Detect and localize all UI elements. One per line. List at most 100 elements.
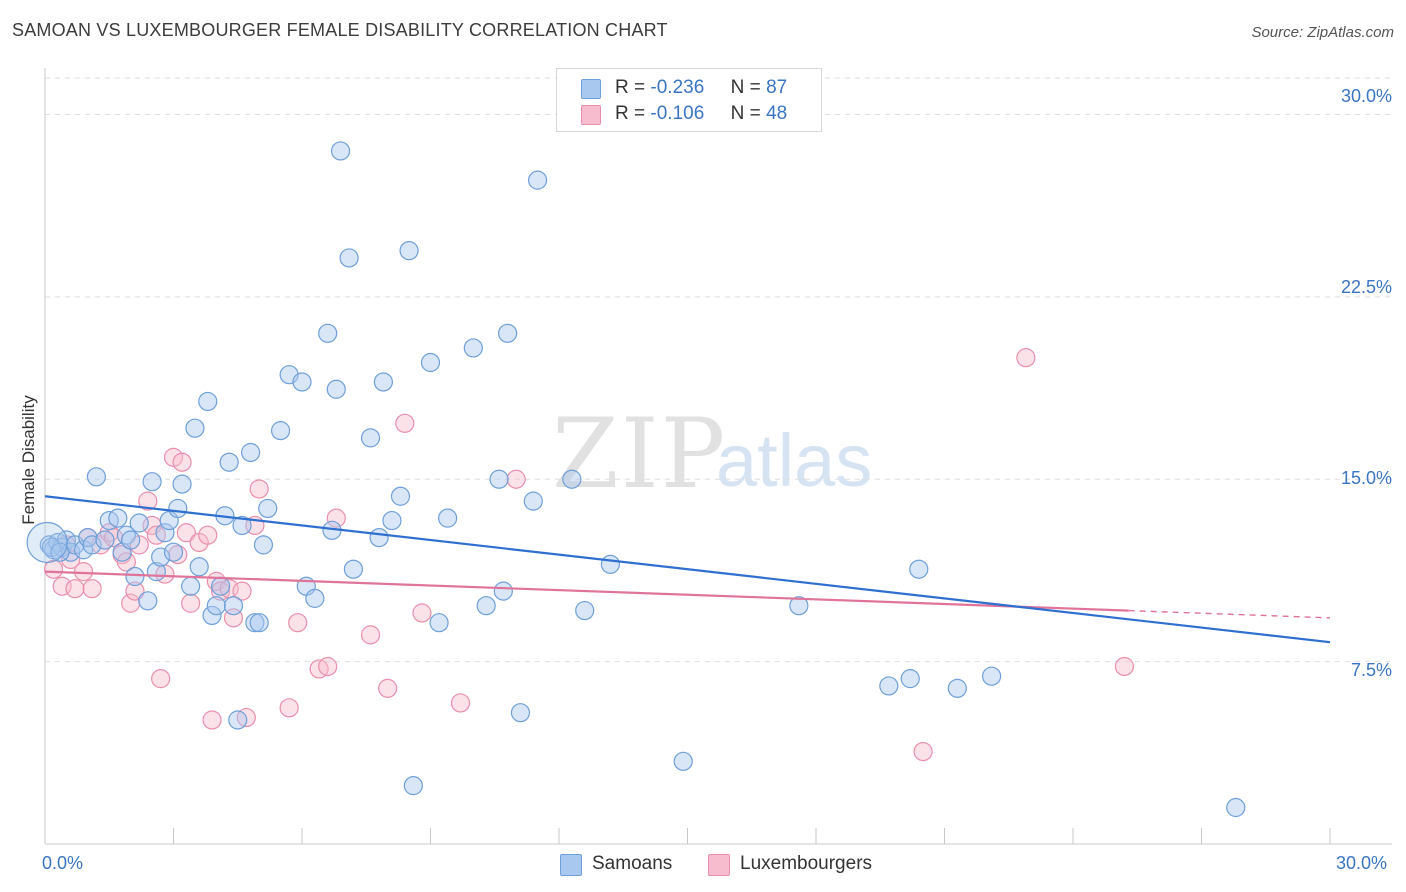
gridlines bbox=[45, 77, 1392, 663]
luxembourgers-legend-swatch bbox=[708, 854, 730, 876]
samoans-point bbox=[420, 352, 441, 373]
watermark-zip: ZIP bbox=[552, 398, 728, 510]
luxembourgers-point bbox=[65, 579, 85, 599]
luxembourgers-point bbox=[249, 479, 269, 499]
samoans-point bbox=[253, 535, 274, 555]
luxembourgers-point bbox=[198, 525, 218, 545]
samoans-point bbox=[95, 530, 115, 550]
luxembourgers-point bbox=[913, 741, 933, 762]
samoans-legend-label: Samoans bbox=[592, 853, 673, 874]
stats-legend: R = -0.236 N = 87 R = -0.106 N = 48 bbox=[556, 68, 822, 132]
samoans-point bbox=[151, 547, 171, 567]
samoans-point bbox=[476, 596, 496, 616]
samoans-point bbox=[108, 508, 128, 528]
luxembourgers-point bbox=[202, 710, 222, 730]
samoans-point bbox=[228, 710, 248, 730]
y-axis-label: Female Disability bbox=[19, 395, 38, 525]
samoans-point bbox=[463, 338, 483, 358]
samoans-legend-swatch bbox=[560, 854, 582, 876]
samoans-point bbox=[789, 596, 809, 616]
samoans-point bbox=[198, 391, 218, 412]
samoans-point bbox=[390, 486, 411, 506]
luxembourgers-point bbox=[326, 508, 346, 528]
y-tick-label-7-5: 7.5% bbox=[1350, 660, 1392, 680]
samoans-point bbox=[138, 591, 158, 611]
n-label: N = bbox=[730, 77, 761, 98]
luxembourgers-point bbox=[288, 613, 308, 633]
x-tick-label-min: 0.0% bbox=[42, 853, 84, 873]
samoans-point bbox=[330, 141, 351, 161]
samoans-point bbox=[292, 372, 312, 392]
samoans-point bbox=[343, 559, 363, 579]
samoans-point bbox=[369, 527, 389, 548]
samoans-point bbox=[429, 613, 449, 633]
samoans-point bbox=[489, 469, 509, 489]
samoans-point bbox=[909, 559, 929, 579]
samoans-point bbox=[326, 379, 346, 399]
luxembourgers-point bbox=[232, 581, 252, 601]
source-label: Source: ZipAtlas.com bbox=[1251, 24, 1394, 41]
samoans-point bbox=[82, 535, 102, 555]
samoans-point bbox=[189, 557, 209, 577]
samoans-point bbox=[523, 491, 543, 511]
chart-title: SAMOAN VS LUXEMBOURGER FEMALE DISABILITY… bbox=[12, 20, 668, 40]
luxembourgers-point bbox=[1114, 656, 1135, 677]
luxembourgers-point bbox=[73, 562, 94, 582]
samoans-trend-line bbox=[44, 495, 1331, 644]
samoans-point bbox=[498, 323, 518, 343]
luxembourgers-point bbox=[378, 678, 398, 698]
samoans-point bbox=[181, 576, 201, 596]
luxembourgers-swatch bbox=[581, 105, 601, 125]
samoans-point bbox=[305, 588, 325, 608]
samoans-point bbox=[900, 669, 920, 689]
samoans-point bbox=[50, 542, 70, 562]
samoans-point bbox=[163, 542, 184, 562]
samoans-point bbox=[403, 776, 423, 796]
samoans-point bbox=[86, 467, 107, 487]
samoans-points bbox=[26, 141, 1246, 818]
samoans-point bbox=[510, 703, 531, 723]
samoans-point bbox=[360, 428, 381, 448]
samoans-point bbox=[245, 613, 265, 633]
samoans-point bbox=[879, 676, 899, 696]
luxembourgers-point bbox=[125, 581, 145, 601]
samoans-point bbox=[399, 241, 419, 261]
samoans-point-cluster bbox=[26, 521, 68, 564]
luxembourgers-r-value: -0.106 bbox=[650, 103, 705, 124]
samoans-point bbox=[438, 508, 458, 528]
samoans-point bbox=[121, 530, 141, 550]
luxembourgers-point bbox=[450, 693, 471, 713]
luxembourgers-point bbox=[1016, 348, 1036, 368]
luxembourgers-point bbox=[116, 552, 136, 572]
r-label: R = bbox=[615, 103, 646, 124]
samoans-point bbox=[168, 498, 188, 519]
samoans-point bbox=[493, 581, 513, 601]
y-tick-label-30: 30.0% bbox=[1340, 86, 1392, 106]
x-tick-label-max: 30.0% bbox=[1336, 853, 1388, 873]
samoans-point bbox=[125, 566, 145, 587]
luxembourgers-point bbox=[82, 579, 102, 599]
luxembourgers-point bbox=[506, 469, 526, 489]
samoans-point bbox=[339, 248, 359, 268]
luxembourgers-point bbox=[176, 523, 196, 543]
y-tick-label-15: 15.0% bbox=[1340, 468, 1392, 488]
luxembourgers-point bbox=[318, 656, 338, 677]
samoans-point bbox=[562, 469, 582, 489]
samoans-point bbox=[318, 323, 338, 343]
luxembourgers-point bbox=[395, 413, 415, 433]
samoans-point bbox=[223, 596, 244, 616]
samoans-point bbox=[211, 576, 231, 596]
axes bbox=[44, 68, 1392, 845]
samoans-point bbox=[155, 523, 175, 543]
samoans-point bbox=[382, 510, 402, 531]
samoans-point bbox=[982, 666, 1002, 686]
luxembourgers-trend-line bbox=[44, 570, 1129, 612]
samoans-point bbox=[219, 452, 239, 472]
luxembourgers-point bbox=[412, 603, 432, 623]
samoans-point bbox=[270, 421, 291, 441]
samoans-point bbox=[527, 170, 548, 190]
samoans-swatch bbox=[581, 79, 601, 99]
luxembourgers-point bbox=[43, 559, 64, 579]
trend-lines bbox=[44, 495, 1331, 644]
